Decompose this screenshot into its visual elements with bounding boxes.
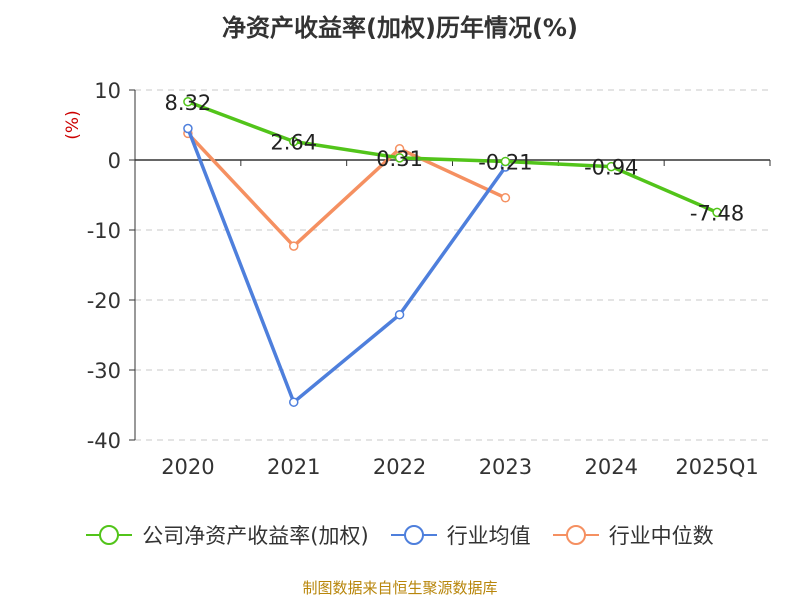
data-label: -0.21 bbox=[478, 150, 532, 174]
data-label: -0.94 bbox=[584, 156, 638, 180]
legend-marker-industry-median-icon bbox=[552, 525, 599, 545]
data-point bbox=[289, 241, 299, 251]
legend-label-company: 公司净资产收益率(加权) bbox=[142, 524, 369, 548]
data-point bbox=[394, 144, 405, 154]
data-label: 2.64 bbox=[270, 131, 317, 155]
series-line-0 bbox=[187, 100, 718, 214]
y-tick-label: -20 bbox=[87, 289, 121, 313]
source-note: 制图数据来自恒生聚源数据库 bbox=[302, 579, 498, 597]
x-tick-label: 2020 bbox=[161, 455, 214, 479]
data-point bbox=[394, 309, 405, 320]
chart-title: 净资产收益率(加权)历年情况(%) bbox=[222, 14, 578, 42]
y-tick-label: -30 bbox=[87, 359, 121, 383]
y-tick-label: 10 bbox=[94, 79, 121, 103]
data-label: 8.32 bbox=[165, 91, 212, 115]
series-line-1 bbox=[186, 127, 507, 404]
legend-marker-industry-mean-icon bbox=[390, 525, 437, 545]
legend-label-industry-median: 行业中位数 bbox=[608, 524, 714, 548]
data-point bbox=[183, 123, 193, 134]
data-point bbox=[289, 136, 299, 147]
data-point bbox=[606, 161, 616, 172]
data-label: 0.31 bbox=[376, 147, 423, 171]
legend-item-company[interactable]: 公司净资产收益率(加权) bbox=[86, 520, 369, 550]
legend-circle bbox=[99, 525, 120, 545]
data-point bbox=[183, 97, 193, 107]
legend-item-industry-mean[interactable]: 行业均值 bbox=[390, 520, 531, 550]
data-label: -7.48 bbox=[690, 201, 744, 225]
y-tick-label: -40 bbox=[87, 429, 121, 453]
x-tick-label: 2021 bbox=[267, 455, 320, 479]
x-tick-label: 2024 bbox=[585, 455, 638, 479]
data-point bbox=[289, 397, 299, 407]
legend: 公司净资产收益率(加权) 行业均值 行业中位数 bbox=[0, 520, 800, 550]
x-tick-label: 2023 bbox=[479, 455, 532, 479]
y-axis-label: (%) bbox=[63, 110, 83, 139]
x-tick-label: 2025Q1 bbox=[675, 455, 758, 479]
legend-circle bbox=[403, 525, 424, 545]
data-point bbox=[500, 193, 511, 203]
legend-item-industry-median[interactable]: 行业中位数 bbox=[552, 520, 714, 550]
y-tick-label: -10 bbox=[87, 219, 121, 243]
y-tick-label: 0 bbox=[108, 149, 121, 173]
data-point bbox=[394, 153, 405, 163]
data-point bbox=[500, 156, 511, 167]
legend-label-industry-mean: 行业均值 bbox=[446, 524, 531, 548]
x-tick-label: 2022 bbox=[373, 455, 426, 479]
legend-circle bbox=[565, 525, 586, 545]
data-point bbox=[712, 207, 722, 218]
legend-marker-company-icon bbox=[86, 525, 133, 545]
series-line-2 bbox=[186, 132, 507, 248]
